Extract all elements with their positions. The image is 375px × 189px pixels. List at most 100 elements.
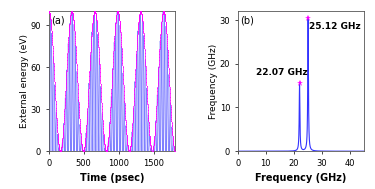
Point bbox=[91, 12, 97, 15]
Point bbox=[72, 31, 78, 34]
Point bbox=[154, 93, 160, 96]
Point bbox=[56, 142, 62, 145]
Point bbox=[90, 14, 96, 17]
Point bbox=[53, 113, 59, 116]
Point bbox=[147, 141, 153, 144]
Point bbox=[129, 125, 135, 128]
Point bbox=[168, 108, 174, 111]
Point bbox=[58, 147, 64, 150]
Point bbox=[128, 140, 134, 143]
Point bbox=[142, 55, 148, 58]
Point bbox=[75, 90, 81, 93]
Point bbox=[168, 121, 174, 124]
Point bbox=[142, 60, 148, 63]
Point bbox=[74, 78, 80, 81]
Point bbox=[62, 104, 68, 107]
Point bbox=[66, 22, 72, 25]
Point bbox=[167, 97, 173, 100]
Point bbox=[62, 97, 68, 100]
Point bbox=[58, 149, 64, 152]
Point bbox=[121, 87, 127, 90]
Point bbox=[152, 134, 157, 137]
Point bbox=[71, 21, 77, 24]
Point bbox=[145, 115, 151, 118]
Point bbox=[98, 98, 104, 101]
Point bbox=[136, 19, 142, 22]
Point bbox=[124, 143, 130, 146]
Point bbox=[48, 19, 54, 22]
Point bbox=[154, 102, 160, 105]
Point bbox=[57, 149, 63, 152]
Point bbox=[132, 72, 138, 75]
Point bbox=[60, 136, 66, 139]
Point bbox=[67, 19, 73, 22]
Point bbox=[116, 18, 122, 21]
Point bbox=[141, 46, 147, 49]
Point bbox=[65, 44, 71, 47]
Point bbox=[97, 65, 103, 68]
Point bbox=[120, 71, 126, 74]
Point bbox=[65, 48, 71, 51]
Point bbox=[150, 149, 156, 152]
Point bbox=[142, 63, 148, 66]
Point bbox=[155, 72, 161, 75]
Point bbox=[72, 33, 78, 36]
Point bbox=[130, 115, 136, 118]
Point bbox=[53, 111, 59, 114]
Point bbox=[61, 115, 67, 118]
Point bbox=[61, 120, 67, 123]
Point bbox=[105, 144, 111, 147]
Point bbox=[135, 21, 141, 24]
Point bbox=[53, 105, 59, 108]
Point bbox=[108, 90, 114, 93]
Point bbox=[49, 33, 55, 36]
Point bbox=[76, 107, 82, 110]
Point bbox=[46, 10, 52, 13]
Point bbox=[123, 123, 129, 126]
Point bbox=[145, 113, 151, 116]
Point bbox=[63, 75, 69, 78]
Point bbox=[159, 15, 165, 18]
Point bbox=[108, 93, 114, 96]
Point bbox=[124, 138, 130, 141]
Point bbox=[128, 145, 134, 148]
Point bbox=[63, 89, 69, 92]
Point bbox=[47, 16, 53, 19]
Point bbox=[69, 10, 75, 13]
Point bbox=[130, 117, 136, 120]
Point bbox=[84, 106, 90, 109]
Point bbox=[130, 110, 136, 113]
Point bbox=[85, 97, 91, 100]
Point bbox=[114, 12, 120, 15]
Point bbox=[74, 70, 80, 73]
Point bbox=[138, 11, 144, 14]
Point bbox=[162, 15, 168, 18]
Point bbox=[122, 100, 128, 103]
Point bbox=[156, 60, 162, 64]
Point bbox=[122, 110, 128, 113]
Point bbox=[147, 134, 153, 137]
Point bbox=[139, 17, 145, 20]
Point bbox=[98, 84, 104, 87]
Point bbox=[81, 146, 87, 149]
Point bbox=[114, 10, 120, 13]
Point bbox=[88, 46, 94, 49]
Point bbox=[84, 115, 90, 118]
Point bbox=[156, 49, 162, 52]
Point bbox=[132, 74, 138, 77]
Point bbox=[105, 136, 111, 139]
Point bbox=[57, 149, 63, 153]
Point bbox=[52, 84, 58, 87]
Point bbox=[119, 57, 125, 60]
Point bbox=[164, 41, 170, 44]
Point bbox=[132, 86, 138, 89]
Point bbox=[154, 98, 160, 101]
Point bbox=[53, 101, 58, 104]
Point bbox=[102, 147, 108, 150]
Point bbox=[47, 13, 53, 16]
Point bbox=[161, 11, 167, 14]
Point bbox=[146, 132, 152, 135]
Point bbox=[53, 98, 58, 101]
Point bbox=[136, 12, 142, 15]
Point bbox=[168, 109, 174, 112]
